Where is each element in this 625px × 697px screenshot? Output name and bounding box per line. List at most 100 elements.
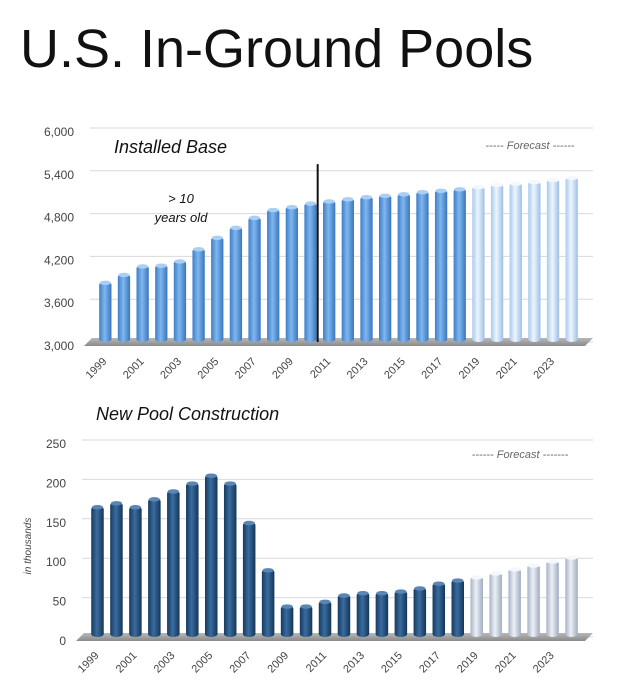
chart-title: Installed Base xyxy=(114,137,227,157)
bar-cap xyxy=(566,175,578,181)
bar-cap xyxy=(167,489,180,494)
x-tick-label: 2021 xyxy=(493,650,519,676)
bar-cap xyxy=(379,193,391,198)
bar-cap xyxy=(205,473,218,478)
bar xyxy=(267,209,280,342)
x-tick-label: 2003 xyxy=(152,650,178,676)
chart-floor xyxy=(76,633,593,641)
y-tick-label: 150 xyxy=(46,516,66,530)
bar xyxy=(186,482,199,637)
forecast-bar xyxy=(472,186,485,342)
bar-cap xyxy=(230,225,242,231)
forecast-bar xyxy=(546,560,559,637)
bar-cap xyxy=(454,187,466,192)
bar-cap xyxy=(342,197,354,202)
bar xyxy=(453,188,466,342)
x-tick-label: 2001 xyxy=(121,356,147,382)
x-tick-label: 1999 xyxy=(76,650,102,676)
bar xyxy=(341,198,354,342)
forecast-bar xyxy=(470,576,483,637)
forecast-bar xyxy=(527,564,540,637)
forecast-bar xyxy=(490,184,504,342)
bar-cap xyxy=(360,195,373,200)
bar xyxy=(211,236,224,342)
bar-cap xyxy=(416,190,429,195)
bar xyxy=(397,193,410,342)
bar-cap xyxy=(300,604,312,609)
bar xyxy=(110,502,123,637)
bar xyxy=(356,592,370,637)
bar xyxy=(223,482,237,637)
y-tick-label: 250 xyxy=(46,437,66,451)
bar xyxy=(285,206,299,342)
bar xyxy=(155,264,168,342)
bar xyxy=(248,216,261,342)
bar-cap xyxy=(398,192,410,197)
bar-cap xyxy=(528,180,541,185)
x-tick-label: 1999 xyxy=(84,356,110,382)
chart-title: New Pool Construction xyxy=(96,404,279,424)
bar xyxy=(117,273,131,342)
x-tick-label: 2015 xyxy=(382,356,408,382)
x-tick-label: 2023 xyxy=(531,650,557,676)
bar-cap xyxy=(323,199,335,204)
annotation-line-1: > 10 xyxy=(168,191,194,206)
installed-base-chart: 3,000 3,600 4,200 4,800 5,400 6,000 1999 2001 20… xyxy=(44,125,593,381)
bar xyxy=(261,569,275,637)
x-tick-label: 2011 xyxy=(308,356,333,381)
x-tick-label: 2007 xyxy=(227,650,253,676)
y-tick-label: 3,600 xyxy=(44,296,74,310)
x-tick-label: 2003 xyxy=(158,356,184,382)
page-title: U.S. In-Ground Pools xyxy=(20,19,534,79)
bar xyxy=(451,579,465,637)
annotation-line-2: years old xyxy=(154,210,209,225)
bar-cap xyxy=(262,568,274,573)
bar-cap xyxy=(99,280,111,285)
bar-cap xyxy=(451,578,464,583)
bar xyxy=(242,522,256,637)
bar-cap xyxy=(192,247,205,252)
forecast-label: ------ Forecast ------- xyxy=(472,449,569,461)
y-tick-label: 4,200 xyxy=(44,253,74,267)
x-tick-label: 2009 xyxy=(270,356,296,382)
x-tick-label: 2023 xyxy=(531,356,557,382)
bar-cap xyxy=(281,604,293,609)
forecast-bar xyxy=(546,179,560,342)
x-tick-label: 2017 xyxy=(419,356,445,382)
bar-cap xyxy=(489,571,502,576)
bar-cap xyxy=(376,590,388,596)
y-tick-label: 6,000 xyxy=(44,125,74,139)
new-pool-construction-chart: 0 50 100 150 200 250 1999 2001 2003 2005 2007 2009 2… xyxy=(23,404,593,675)
chart-floor xyxy=(84,338,593,346)
y-tick-label: 200 xyxy=(46,476,66,490)
forecast-bar xyxy=(528,181,541,342)
bar-cap xyxy=(110,501,123,506)
x-tick-label: 2019 xyxy=(457,356,483,382)
bar xyxy=(360,196,373,342)
bar-cap xyxy=(357,590,369,596)
bar-cap xyxy=(286,204,298,210)
bar-cap xyxy=(267,207,279,213)
bar xyxy=(136,265,149,342)
bar-cap xyxy=(243,520,255,526)
bar-cap xyxy=(155,263,167,268)
bar xyxy=(304,202,317,342)
x-tick-label: 2007 xyxy=(233,356,259,382)
bar xyxy=(167,490,180,637)
forecast-bar xyxy=(509,182,522,342)
bar xyxy=(394,590,408,637)
bar-cap xyxy=(433,581,445,586)
bar-cap xyxy=(565,555,578,560)
bar-cap xyxy=(91,505,104,510)
bar xyxy=(337,594,351,637)
x-tick-label: 2013 xyxy=(341,650,367,676)
bar-cap xyxy=(508,567,521,572)
y-axis-label: in thousands xyxy=(23,518,34,575)
bar xyxy=(229,226,243,342)
bar-cap xyxy=(472,185,485,190)
bar-cap xyxy=(174,259,186,264)
bar-cap xyxy=(491,182,503,188)
bar xyxy=(129,506,142,637)
bar-cap xyxy=(546,559,559,564)
bar-cap xyxy=(211,235,223,241)
